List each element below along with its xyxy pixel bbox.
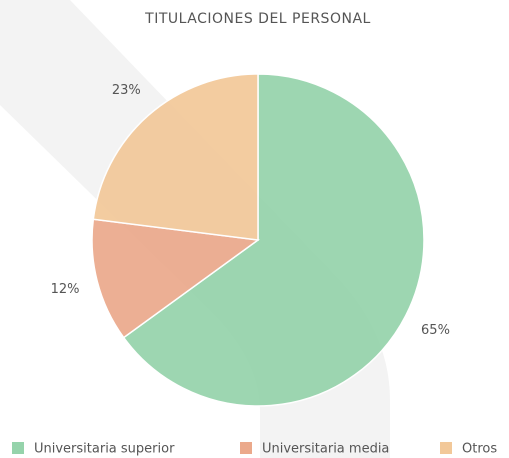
chart-title: TITULACIONES DEL PERSONAL xyxy=(144,11,371,27)
legend-swatch xyxy=(240,442,252,454)
pie-slice xyxy=(122,73,425,407)
legend-swatch xyxy=(440,442,452,454)
pie-slice xyxy=(92,73,259,241)
data-label: 23% xyxy=(112,83,141,98)
legend-swatch xyxy=(12,442,24,454)
legend-label: Otros xyxy=(462,442,497,457)
data-label: 65% xyxy=(421,323,450,338)
data-label: 12% xyxy=(51,282,80,297)
legend-label: Universitaria superior xyxy=(34,442,175,457)
pie-slice xyxy=(91,218,260,339)
legend-label: Universitaria media xyxy=(262,442,389,457)
